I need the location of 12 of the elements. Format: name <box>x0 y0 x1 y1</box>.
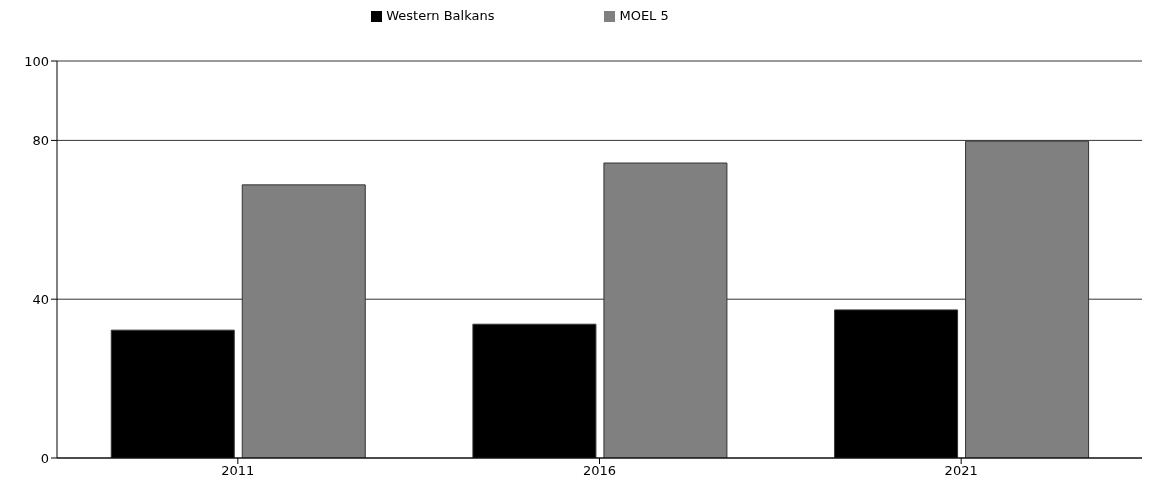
x-tick-label: 2011 <box>221 463 255 479</box>
bar <box>241 184 366 458</box>
y-tick-label: 100 <box>24 53 49 69</box>
legend-label: MOEL 5 <box>619 8 669 23</box>
x-tick-label: 2021 <box>944 463 978 479</box>
bar <box>965 140 1090 458</box>
y-tick-label: 80 <box>32 133 49 149</box>
y-tick-label: 40 <box>32 291 49 307</box>
y-tick-label: 0 <box>40 450 49 466</box>
legend-label: Western Balkans <box>386 8 495 23</box>
x-tick-label: 2016 <box>582 463 617 479</box>
bar <box>603 162 728 458</box>
